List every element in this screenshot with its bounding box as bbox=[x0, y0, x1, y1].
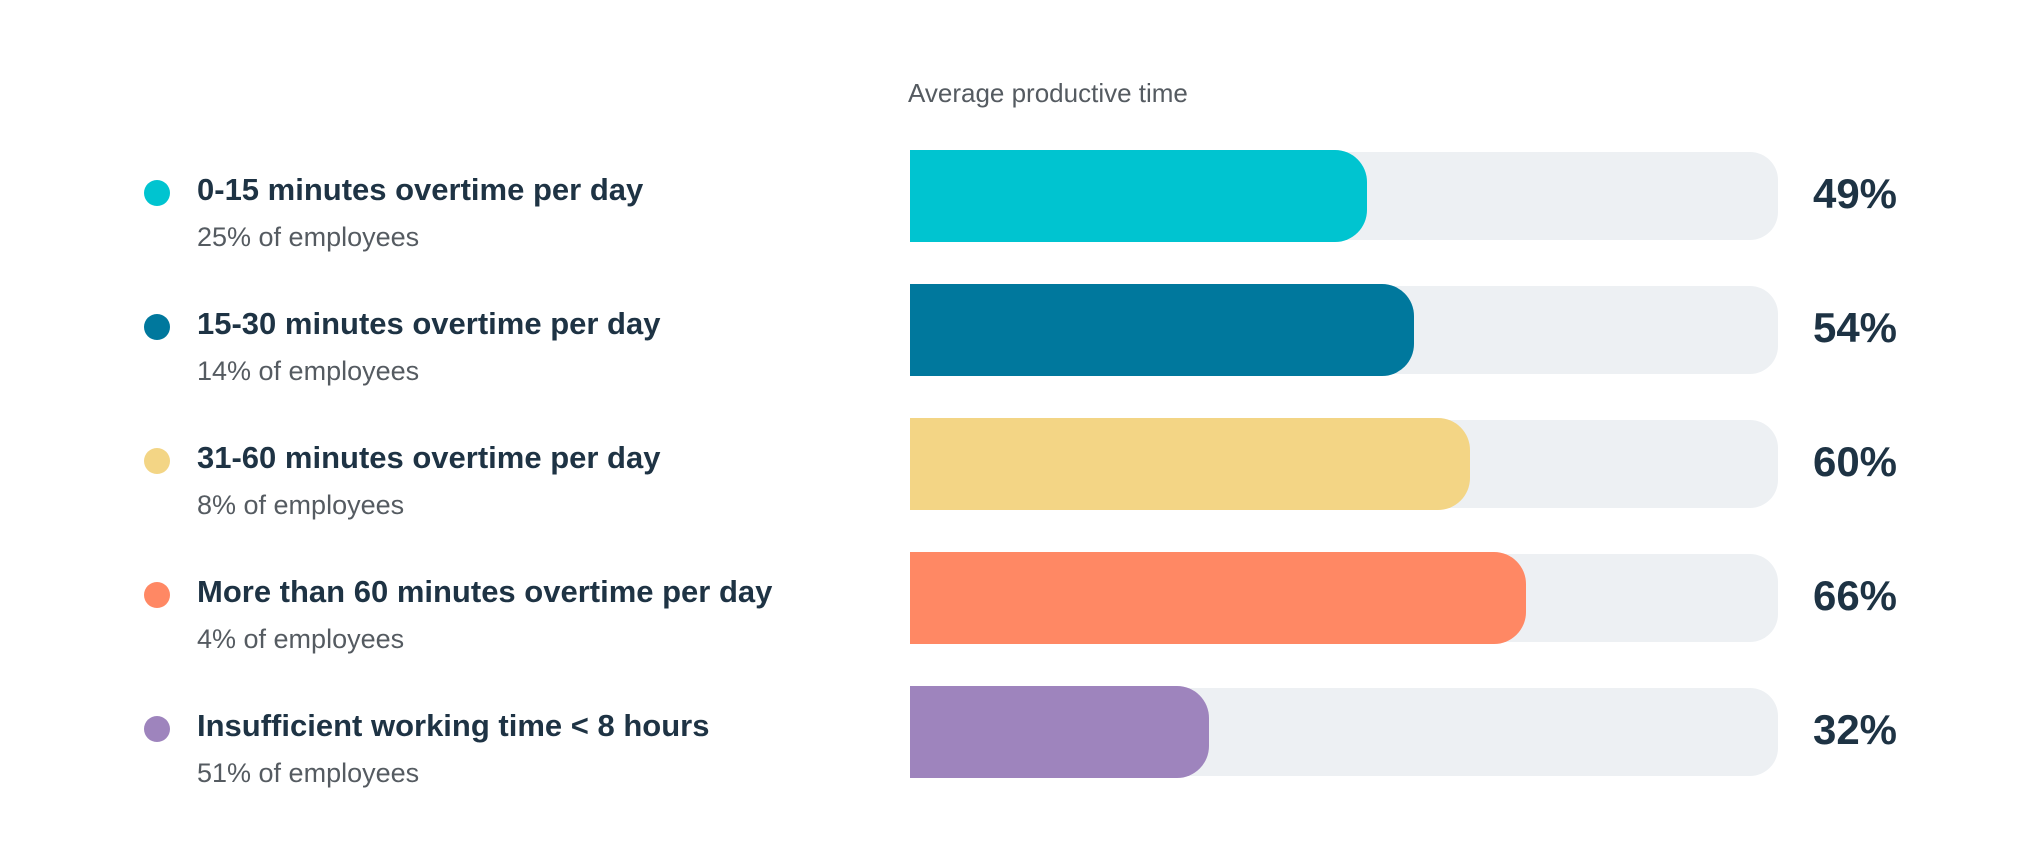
value-label: 32% bbox=[1812, 706, 1898, 753]
bar-row-insufficient: Insufficient working time < 8 hours 51% o… bbox=[0, 686, 2040, 808]
legend-dot-icon bbox=[144, 582, 170, 608]
category-sublabel: 25% of employees bbox=[197, 222, 420, 252]
value-label: 54% bbox=[1812, 304, 1898, 351]
category-sublabel: 8% of employees bbox=[197, 490, 405, 520]
bar-fill bbox=[910, 552, 1526, 644]
legend-dot-icon bbox=[144, 180, 170, 206]
bar-fill bbox=[910, 418, 1470, 510]
value-label: 60% bbox=[1812, 438, 1898, 485]
bar-row-31-60: 31-60 minutes overtime per day 8% of empl… bbox=[0, 418, 2040, 540]
category-sublabel: 14% of employees bbox=[197, 356, 420, 386]
value-label: 66% bbox=[1812, 572, 1898, 619]
legend-dot-icon bbox=[144, 448, 170, 474]
bar-row-15-30: 15-30 minutes overtime per day 14% of emp… bbox=[0, 284, 2040, 406]
category-label: More than 60 minutes overtime per day bbox=[197, 574, 773, 609]
bar-fill bbox=[910, 150, 1367, 242]
category-sublabel: 51% of employees bbox=[197, 758, 420, 788]
chart-title: Average productive time bbox=[908, 78, 1188, 108]
bar-fill bbox=[910, 686, 1209, 778]
bar-row-0-15: 0-15 minutes overtime per day 25% of empl… bbox=[0, 150, 2040, 272]
category-label: 15-30 minutes overtime per day bbox=[197, 306, 661, 341]
category-label: 31-60 minutes overtime per day bbox=[197, 440, 661, 475]
category-label: 0-15 minutes overtime per day bbox=[197, 172, 644, 207]
legend-dot-icon bbox=[144, 716, 170, 742]
bar-row-over-60: More than 60 minutes overtime per day 4% … bbox=[0, 552, 2040, 674]
legend-dot-icon bbox=[144, 314, 170, 340]
category-label: Insufficient working time < 8 hours bbox=[197, 708, 710, 743]
category-sublabel: 4% of employees bbox=[197, 624, 405, 654]
bar-fill bbox=[910, 284, 1414, 376]
value-label: 49% bbox=[1812, 170, 1898, 217]
